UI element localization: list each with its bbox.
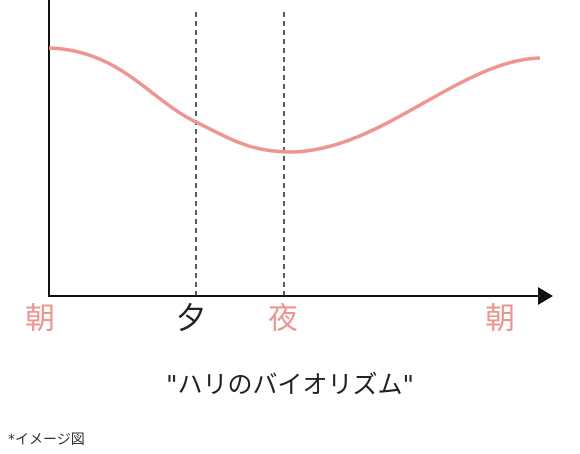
biorhythm-curve	[48, 46, 541, 154]
axis-label: 夕	[176, 302, 206, 337]
axis-arrow	[538, 287, 553, 305]
axis-label: 朝	[485, 302, 515, 337]
caption: "ハリのバイオリズム"	[166, 370, 414, 399]
note: *イメージ図	[8, 432, 85, 448]
axis-label: 朝	[25, 302, 55, 337]
axis-label: 夜	[268, 302, 298, 337]
